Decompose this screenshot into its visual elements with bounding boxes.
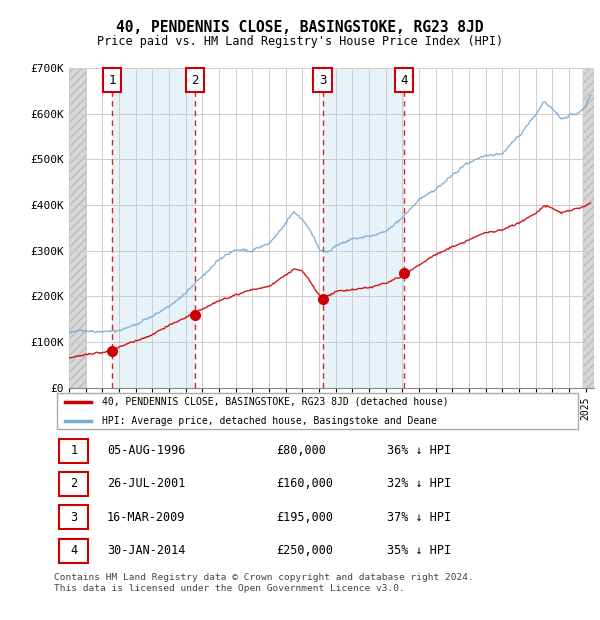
FancyBboxPatch shape (56, 392, 578, 429)
FancyBboxPatch shape (313, 68, 332, 92)
FancyBboxPatch shape (59, 439, 88, 463)
Text: £160,000: £160,000 (276, 477, 333, 490)
Bar (323, 68, 404, 388)
Text: £80,000: £80,000 (276, 444, 326, 457)
Bar (583, 68, 594, 388)
Text: £250,000: £250,000 (276, 544, 333, 557)
Text: 40, PENDENNIS CLOSE, BASINGSTOKE, RG23 8JD: 40, PENDENNIS CLOSE, BASINGSTOKE, RG23 8… (116, 20, 484, 35)
Text: 36% ↓ HPI: 36% ↓ HPI (386, 444, 451, 457)
Text: Contains HM Land Registry data © Crown copyright and database right 2024.
This d: Contains HM Land Registry data © Crown c… (54, 574, 474, 593)
FancyBboxPatch shape (103, 68, 121, 92)
FancyBboxPatch shape (186, 68, 205, 92)
Text: Price paid vs. HM Land Registry's House Price Index (HPI): Price paid vs. HM Land Registry's House … (97, 35, 503, 48)
Text: 3: 3 (319, 74, 326, 87)
Bar (112, 68, 195, 388)
FancyBboxPatch shape (59, 472, 88, 496)
FancyBboxPatch shape (59, 505, 88, 529)
FancyBboxPatch shape (59, 539, 88, 562)
Text: 32% ↓ HPI: 32% ↓ HPI (386, 477, 451, 490)
Text: 30-JAN-2014: 30-JAN-2014 (107, 544, 185, 557)
Text: HPI: Average price, detached house, Basingstoke and Deane: HPI: Average price, detached house, Basi… (101, 416, 436, 426)
Text: £195,000: £195,000 (276, 511, 333, 524)
Text: 37% ↓ HPI: 37% ↓ HPI (386, 511, 451, 524)
Bar (69, 68, 86, 388)
Text: 3: 3 (70, 511, 77, 524)
Text: 2: 2 (70, 477, 77, 490)
Text: 1: 1 (70, 444, 77, 457)
Text: 05-AUG-1996: 05-AUG-1996 (107, 444, 185, 457)
Text: 40, PENDENNIS CLOSE, BASINGSTOKE, RG23 8JD (detached house): 40, PENDENNIS CLOSE, BASINGSTOKE, RG23 8… (101, 397, 448, 407)
Text: 16-MAR-2009: 16-MAR-2009 (107, 511, 185, 524)
Text: 1: 1 (109, 74, 116, 87)
Text: 35% ↓ HPI: 35% ↓ HPI (386, 544, 451, 557)
Text: 4: 4 (70, 544, 77, 557)
Text: 26-JUL-2001: 26-JUL-2001 (107, 477, 185, 490)
FancyBboxPatch shape (395, 68, 413, 92)
Text: 2: 2 (191, 74, 199, 87)
Text: 4: 4 (400, 74, 407, 87)
